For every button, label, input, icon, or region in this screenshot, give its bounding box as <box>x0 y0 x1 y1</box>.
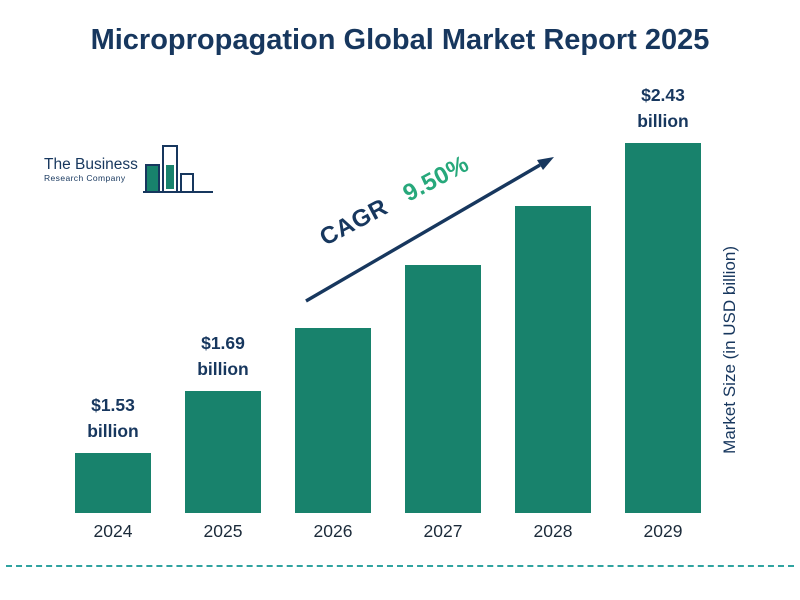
bar-value-label-2025: $1.69 billion <box>197 333 249 379</box>
x-axis-labels: 2024 2025 2026 2027 2028 2029 <box>58 521 718 542</box>
bar-2024 <box>75 453 151 513</box>
x-axis-label-2025: 2025 <box>203 521 243 541</box>
x-axis-label-2026: 2026 <box>313 521 353 541</box>
bar-value-label-2029: $2.43 billion <box>637 85 689 131</box>
bar-column-2029: $2.43 billion <box>608 60 718 513</box>
bar-column-2027 <box>388 60 498 513</box>
bar-column-2025: $1.69 billion <box>168 60 278 513</box>
company-logo-text: The Business Research Company <box>44 156 138 194</box>
y-axis-label: Market Size (in USD billion) <box>720 246 739 454</box>
bar-2028 <box>515 206 591 513</box>
page-title: Micropropagation Global Market Report 20… <box>90 24 710 56</box>
bar-2025 <box>185 391 261 513</box>
bottom-dashed-divider <box>6 565 794 567</box>
bar-2026 <box>295 328 371 513</box>
x-axis-label-2024: 2024 <box>93 521 133 541</box>
x-axis-label-2027: 2027 <box>423 521 463 541</box>
logo-name-line1: The Business <box>44 156 138 174</box>
bar-column-2026 <box>278 60 388 513</box>
logo-bars-icon <box>142 145 213 193</box>
bar-2027 <box>405 265 481 513</box>
cagr-trend-arrow <box>305 157 554 303</box>
company-logo: The Business Research Company <box>44 138 215 194</box>
bar-chart: $1.53 billion $1.69 billion $2.43 billion <box>58 60 718 513</box>
bar-2029 <box>625 143 701 513</box>
bar-column-2028 <box>498 60 608 513</box>
logo-name-line2: Research Company <box>44 173 126 184</box>
bar-value-label-2024: $1.53 billion <box>87 395 139 441</box>
x-axis-label-2028: 2028 <box>533 521 573 541</box>
x-axis-label-2029: 2029 <box>643 521 683 541</box>
bar-column-2024: $1.53 billion <box>58 60 168 513</box>
